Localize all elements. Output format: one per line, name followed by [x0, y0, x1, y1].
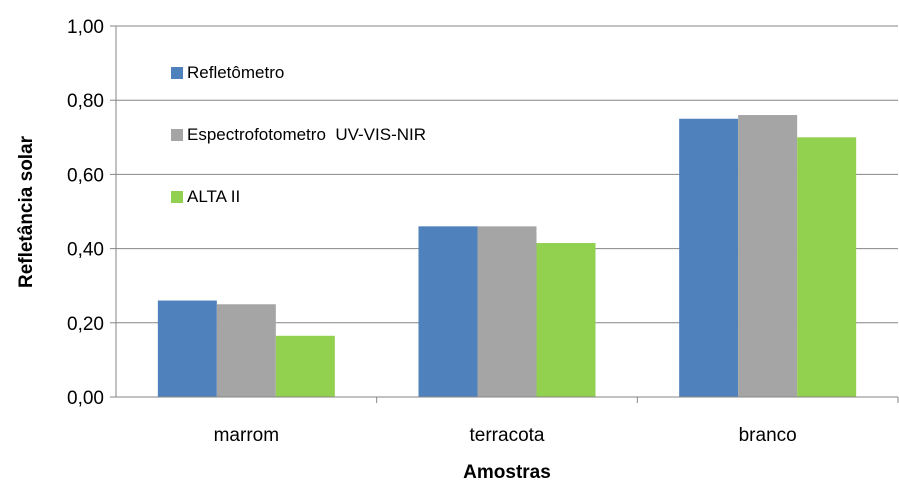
bars [157, 115, 857, 398]
legend-label: Espectrofotometro UV-VIS-NIR [187, 125, 426, 144]
legend: Refletômetro Espectrofotometro UV-VIS-NIR… [171, 63, 426, 206]
axes [115, 26, 898, 398]
bar-terracota-2 [477, 226, 537, 397]
bar-marrom-2 [216, 304, 276, 397]
legend-label: Refletômetro [187, 63, 284, 82]
bar-branco-3 [797, 137, 857, 398]
y-tick-label: 0,40 [67, 240, 104, 261]
x-tick-label: branco [739, 425, 797, 446]
bar-terracota-1 [418, 226, 478, 397]
bar-branco-1 [679, 118, 739, 397]
tick-labels: 0,00 0,20 0,40 0,60 0,80 1,00 marrom terracota b… [67, 17, 899, 446]
y-tick-label: 0,20 [67, 314, 104, 335]
y-axis-title: Refletância solar [16, 135, 37, 288]
y-tick-label: 0,60 [67, 165, 104, 186]
bar-terracota-3 [536, 243, 596, 397]
y-tick-label: 1,00 [67, 17, 104, 38]
bar-marrom-1 [157, 300, 217, 397]
bar-branco-2 [738, 115, 798, 397]
y-tick-label: 0,00 [67, 388, 104, 409]
legend-swatch [171, 129, 183, 141]
y-tick-label: 0,80 [67, 91, 104, 112]
legend-swatch [171, 191, 183, 203]
bar-marrom-3 [275, 335, 335, 397]
x-tick-label: terracota [470, 425, 545, 446]
x-axis-title: Amostras [463, 462, 551, 482]
x-tick-label: marrom [214, 425, 279, 446]
legend-label: ALTA II [187, 187, 240, 206]
legend-swatch [171, 67, 183, 79]
